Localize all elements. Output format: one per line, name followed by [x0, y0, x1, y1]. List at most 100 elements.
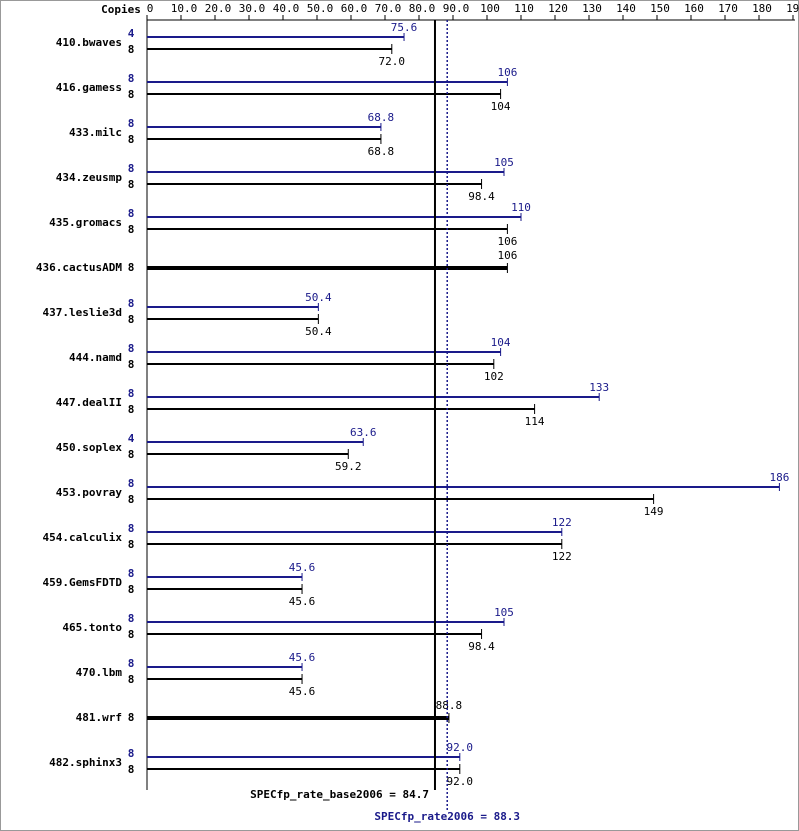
copies-header: Copies: [101, 3, 141, 16]
x-tick-label: 80.0: [409, 2, 436, 15]
base-value-label: 106: [497, 235, 517, 248]
x-tick-label: 130: [582, 2, 602, 15]
peak-value-label: 50.4: [305, 291, 332, 304]
x-tick-label: 190: [786, 2, 799, 15]
peak-copies: 8: [128, 522, 135, 535]
peak-copies: 8: [128, 747, 135, 760]
peak-value-label: 45.6: [289, 561, 316, 574]
peak-copies: 8: [128, 657, 135, 670]
x-tick-label: 70.0: [375, 2, 402, 15]
benchmark-label: 459.GemsFDTD: [43, 576, 123, 589]
base-value-label: 102: [484, 370, 504, 383]
x-tick-label: 110: [514, 2, 534, 15]
benchmark-label: 436.cactusADM: [36, 261, 122, 274]
base-copies: 8: [128, 628, 135, 641]
peak-value-label: 122: [552, 516, 572, 529]
base-value-label: 45.6: [289, 685, 316, 698]
x-tick-label: 120: [548, 2, 568, 15]
x-tick-label: 100: [480, 2, 500, 15]
base-copies: 8: [128, 223, 135, 236]
peak-value-label: 63.6: [350, 426, 377, 439]
base-copies: 8: [128, 88, 135, 101]
x-tick-label: 20.0: [205, 2, 232, 15]
peak-copies: 8: [128, 117, 135, 130]
base-copies: 8: [128, 403, 135, 416]
peak-copies: 8: [128, 477, 135, 490]
x-tick-label: 60.0: [341, 2, 368, 15]
base-copies: 8: [128, 763, 135, 776]
x-tick-label: 160: [684, 2, 704, 15]
base-value-label: 92.0: [447, 775, 474, 788]
x-tick-label: 40.0: [273, 2, 300, 15]
base-value-label: 149: [644, 505, 664, 518]
peak-value-label: 75.6: [391, 21, 418, 34]
peak-value-label: 92.0: [447, 741, 474, 754]
peak-copies: 8: [128, 207, 135, 220]
peak-value-label: 104: [491, 336, 511, 349]
peak-copies: 8: [128, 387, 135, 400]
peak-copies: 4: [128, 27, 135, 40]
base-value-label: 59.2: [335, 460, 362, 473]
peak-value-label: 106: [497, 66, 517, 79]
benchmark-label: 454.calculix: [43, 531, 123, 544]
peak-copies: 8: [128, 342, 135, 355]
benchmark-label: 416.gamess: [56, 81, 122, 94]
reference-label: SPECfp_rate_base2006 = 84.7: [250, 788, 429, 801]
base-copies: 8: [128, 448, 135, 461]
benchmark-label: 470.lbm: [76, 666, 123, 679]
base-copies: 8: [128, 178, 135, 191]
base-value-label: 88.8: [436, 699, 463, 712]
x-tick-label: 170: [718, 2, 738, 15]
benchmark-label: 444.namd: [69, 351, 122, 364]
benchmark-label: 437.leslie3d: [43, 306, 122, 319]
base-value-label: 106: [497, 249, 517, 262]
base-copies: 8: [128, 358, 135, 371]
base-value-label: 50.4: [305, 325, 332, 338]
benchmark-label: 434.zeusmp: [56, 171, 123, 184]
benchmark-label: 450.soplex: [56, 441, 123, 454]
peak-copies: 8: [128, 72, 135, 85]
x-tick-label: 150: [650, 2, 670, 15]
peak-value-label: 45.6: [289, 651, 316, 664]
peak-value-label: 105: [494, 606, 514, 619]
base-value-label: 68.8: [368, 145, 395, 158]
base-value-label: 72.0: [379, 55, 406, 68]
base-value-label: 104: [491, 100, 511, 113]
benchmark-label: 433.milc: [69, 126, 122, 139]
base-value-label: 45.6: [289, 595, 316, 608]
peak-value-label: 105: [494, 156, 514, 169]
x-tick-label: 0: [147, 2, 154, 15]
base-copies: 8: [128, 583, 135, 596]
peak-copies: 8: [128, 162, 135, 175]
benchmark-label: 453.povray: [56, 486, 123, 499]
x-tick-label: 10.0: [171, 2, 198, 15]
base-copies: 8: [128, 538, 135, 551]
x-tick-label: 140: [616, 2, 636, 15]
peak-value-label: 68.8: [368, 111, 395, 124]
peak-copies: 8: [128, 297, 135, 310]
benchmark-label: 447.dealII: [56, 396, 122, 409]
peak-value-label: 110: [511, 201, 531, 214]
peak-value-label: 133: [589, 381, 609, 394]
base-copies: 8: [128, 313, 135, 326]
peak-copies: 4: [128, 432, 135, 445]
base-copies: 8: [128, 673, 135, 686]
base-value-label: 98.4: [468, 640, 495, 653]
peak-copies: 8: [128, 612, 135, 625]
benchmark-label: 482.sphinx3: [49, 756, 122, 769]
benchmark-label: 465.tonto: [62, 621, 122, 634]
x-tick-label: 30.0: [239, 2, 266, 15]
x-tick-label: 90.0: [443, 2, 470, 15]
x-tick-label: 180: [752, 2, 772, 15]
base-copies: 8: [128, 261, 135, 274]
benchmark-label: 481.wrf: [76, 711, 122, 724]
base-value-label: 122: [552, 550, 572, 563]
base-value-label: 114: [525, 415, 545, 428]
x-tick-label: 50.0: [307, 2, 334, 15]
base-copies: 8: [128, 133, 135, 146]
base-copies: 8: [128, 493, 135, 506]
benchmark-label: 435.gromacs: [49, 216, 122, 229]
peak-copies: 8: [128, 567, 135, 580]
